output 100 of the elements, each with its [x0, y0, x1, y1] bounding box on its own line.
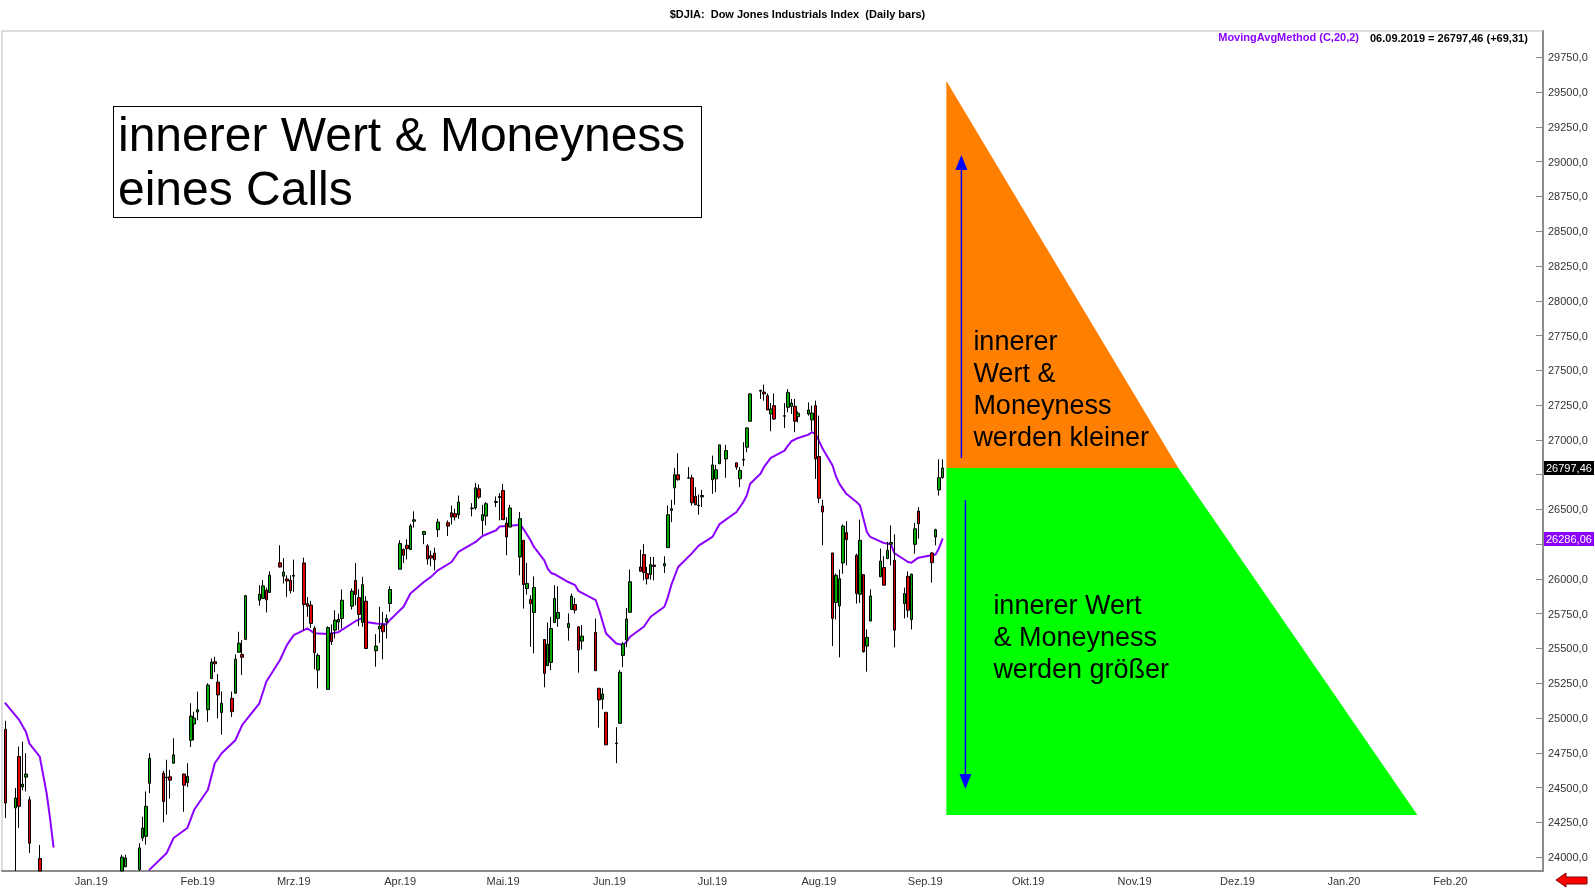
y-tick-label: 25500,0 — [1548, 642, 1588, 655]
candlestick — [532, 575, 536, 654]
x-tick-label: Feb.20 — [1433, 874, 1468, 887]
candlestick — [234, 653, 237, 694]
chart-title: $DJIA: Dow Jones Industrials Index (Daily bars) — [669, 7, 926, 20]
x-tick-label: Sep.19 — [907, 874, 943, 887]
candlestick — [189, 702, 193, 748]
candlestick — [793, 398, 797, 433]
candlestick — [570, 593, 573, 611]
candlestick — [618, 669, 622, 724]
candlestick — [309, 600, 313, 629]
x-tick-label: Aug.19 — [801, 874, 837, 887]
text: 26286,06 — [1544, 532, 1594, 547]
candlestick — [302, 557, 306, 631]
candlestick — [666, 504, 670, 549]
y-tick-label: 26000,0 — [1548, 572, 1588, 585]
x-tick-label: Apr.19 — [384, 874, 417, 887]
candlestick — [821, 499, 824, 546]
candlestick — [934, 528, 937, 546]
y-tick-label: 29500,0 — [1548, 86, 1588, 99]
candlestick — [210, 658, 213, 680]
candlestick — [841, 523, 845, 575]
candlestick — [652, 556, 656, 581]
text: 26797,46 — [1544, 461, 1594, 476]
candlestick — [138, 842, 141, 872]
candlestick — [577, 626, 580, 674]
annotation: innerer Wert & Moneyness werden größer — [993, 589, 1169, 686]
y-tick-label: 28500,0 — [1548, 225, 1588, 238]
annotation: innerer Wert & Moneyness eines Calls — [118, 108, 687, 216]
y-tick-label: 27500,0 — [1548, 364, 1588, 377]
candlestick — [642, 543, 646, 581]
x-tick-label: Dez.19 — [1220, 874, 1255, 887]
candlestick — [604, 711, 608, 746]
candlestick — [937, 458, 941, 496]
candlestick — [230, 691, 234, 718]
candlestick — [172, 737, 175, 764]
x-tick-label: Nov.19 — [1117, 874, 1152, 887]
candlestick — [292, 559, 295, 593]
x-tick-label: Mrz.19 — [276, 874, 311, 887]
candlestick — [748, 392, 752, 422]
candlestick — [28, 795, 31, 854]
y-tick-label: 24000,0 — [1548, 851, 1588, 864]
candlestick — [398, 539, 402, 570]
candlestick — [124, 854, 127, 868]
candlestick — [481, 504, 484, 536]
y-tick-label: 29250,0 — [1548, 120, 1588, 133]
candlestick — [711, 455, 714, 495]
x-tick-label: Jan.20 — [1327, 874, 1361, 887]
candlestick — [38, 844, 42, 872]
candlestick — [258, 584, 261, 607]
candlestick — [433, 547, 436, 571]
candlestick — [597, 687, 601, 729]
y-tick-label: 29750,0 — [1548, 51, 1588, 64]
candlestick — [144, 790, 148, 846]
candlestick — [615, 726, 618, 764]
candlestick — [436, 518, 440, 538]
candlestick — [244, 594, 247, 640]
y-tick-label: 24750,0 — [1548, 746, 1588, 759]
candlestick — [910, 573, 913, 630]
x-tick-label: Jan.19 — [74, 874, 108, 887]
candlestick — [718, 444, 721, 465]
candlestick — [553, 584, 556, 623]
y-tick-label: 25250,0 — [1548, 677, 1588, 690]
candlestick — [567, 612, 570, 642]
y-tick-label: 28000,0 — [1548, 294, 1588, 307]
candlestick — [120, 854, 124, 872]
candlestick — [422, 530, 426, 545]
candlestick — [549, 616, 553, 671]
candlestick — [930, 551, 934, 584]
x-tick-label: Jul.19 — [697, 874, 728, 887]
candlestick — [594, 618, 597, 672]
candlestick — [738, 466, 742, 488]
candlestick — [573, 597, 577, 614]
y-tick-label: 24500,0 — [1548, 781, 1588, 794]
candlestick — [663, 555, 666, 574]
candlestick — [326, 625, 330, 690]
y-tick-label: 28750,0 — [1548, 190, 1588, 203]
candlestick — [148, 752, 151, 794]
y-tick-label: 25750,0 — [1548, 607, 1588, 620]
candlestick — [649, 556, 652, 581]
y-tick-label: 25000,0 — [1548, 712, 1588, 725]
candlestick — [374, 633, 378, 668]
candlestick — [206, 682, 210, 723]
y-tick-label: 27250,0 — [1548, 399, 1588, 412]
candlestick — [838, 569, 841, 658]
x-tick-label: Feb.19 — [180, 874, 215, 887]
candlestick — [4, 720, 7, 819]
y-tick-label: 26500,0 — [1548, 503, 1588, 516]
x-tick-label: Mai.19 — [486, 874, 520, 887]
y-tick-label: 28250,0 — [1548, 260, 1588, 273]
candlestick — [831, 552, 834, 647]
candlestick — [381, 611, 385, 660]
candlestick — [556, 585, 560, 628]
annotation: innerer Wert & Moneyness werden kleiner — [973, 325, 1149, 454]
text: MovingAvgMethod (C,20,2) — [1218, 30, 1360, 43]
y-tick-label: 29000,0 — [1548, 155, 1588, 168]
candlestick — [759, 389, 762, 400]
candlestick — [340, 589, 344, 629]
y-tick-label: 27000,0 — [1548, 433, 1588, 446]
candlestick — [457, 495, 460, 520]
